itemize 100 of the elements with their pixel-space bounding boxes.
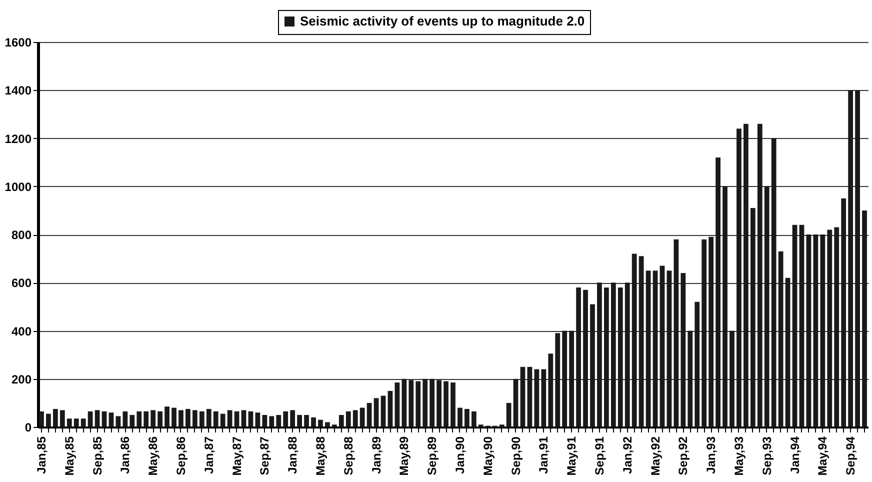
bar [618, 287, 623, 427]
bar [39, 411, 44, 427]
bar [785, 278, 790, 427]
bar [806, 234, 812, 427]
bar [771, 138, 776, 427]
bar [848, 90, 854, 427]
bar [374, 398, 379, 427]
y-tick-label: 1000 [4, 180, 32, 194]
x-tick-label: Sep,90 [508, 436, 523, 476]
bar [576, 287, 581, 427]
bar [178, 410, 184, 427]
bar [318, 420, 323, 427]
x-tick-label: Jan,91 [536, 436, 551, 474]
bar [262, 414, 268, 427]
x-tick-label: Sep,87 [258, 436, 272, 476]
bar [799, 224, 804, 427]
x-tick-label: Sep,88 [341, 436, 356, 476]
bar [464, 408, 470, 427]
bar [352, 410, 358, 427]
bar [325, 422, 330, 427]
bar [88, 411, 93, 427]
bar [186, 408, 190, 427]
bar [283, 411, 288, 427]
bar [346, 411, 351, 427]
bar [680, 273, 686, 427]
bar [813, 234, 818, 427]
x-tick-label: Jan,92 [620, 436, 634, 474]
x-tick-label: Jan,90 [452, 436, 467, 474]
bar [638, 256, 644, 427]
bar [569, 330, 574, 427]
x-tick-label: May,88 [313, 436, 328, 476]
x-tick-label: May,92 [648, 436, 662, 476]
bar [366, 402, 372, 427]
bar [311, 417, 316, 427]
bar [548, 354, 554, 427]
bar [506, 402, 512, 427]
bar [136, 411, 142, 427]
bar [702, 239, 707, 427]
bar [764, 186, 770, 427]
bar [674, 239, 679, 427]
x-tick-label: Sep,91 [592, 436, 606, 476]
bar [206, 408, 212, 427]
bar [227, 410, 232, 427]
bar [430, 378, 435, 427]
bar [102, 411, 107, 427]
bar [688, 330, 693, 427]
bar [60, 410, 65, 427]
bar [199, 411, 204, 427]
bar [862, 210, 867, 427]
y-tick-label: 200 [11, 372, 32, 386]
x-tick-label: Jan,88 [286, 436, 300, 474]
bar [388, 390, 393, 427]
y-tick-label: 400 [11, 324, 32, 338]
x-tick-label: Sep,85 [90, 436, 104, 476]
bar [164, 406, 170, 427]
bar [192, 410, 198, 427]
bar [792, 224, 798, 427]
bar [408, 380, 414, 427]
bar [402, 378, 407, 427]
bar [708, 236, 714, 427]
x-tick-label: May,89 [397, 436, 412, 476]
bar [604, 287, 609, 427]
bar [534, 369, 540, 427]
bar [555, 333, 560, 427]
bar [722, 186, 728, 427]
bar [632, 254, 637, 427]
bar [744, 124, 748, 427]
bar [660, 266, 665, 427]
bar [716, 158, 720, 427]
x-tick-label: Sep,89 [425, 436, 440, 476]
x-tick-label: Jan,94 [788, 436, 802, 474]
bar [116, 416, 121, 427]
y-tick-label: 1400 [4, 84, 32, 98]
x-tick-label: May,86 [146, 436, 160, 476]
bar [694, 302, 700, 427]
bar [841, 198, 846, 427]
bar [108, 412, 114, 427]
x-tick-label: Jan,86 [118, 436, 132, 474]
x-tick-label: Jan,89 [369, 436, 384, 474]
x-tick-label: Sep,94 [844, 436, 858, 476]
bar [52, 408, 58, 427]
bar [422, 378, 428, 427]
x-tick-label: May,94 [816, 436, 830, 476]
y-tick-label: 1600 [4, 36, 32, 50]
x-tick-label: Sep,86 [174, 436, 188, 476]
y-tick-label: 0 [24, 420, 32, 434]
bar [436, 380, 442, 427]
x-tick-label: May,93 [732, 436, 746, 476]
bar [255, 412, 260, 427]
bar [213, 411, 218, 427]
x-tick-label: May,91 [564, 436, 579, 476]
bar [562, 330, 568, 427]
bar [583, 290, 588, 427]
y-tick-label: 600 [11, 276, 32, 290]
bar [750, 208, 756, 427]
bar [80, 418, 86, 427]
legend-label: Seismic activity of events up to magnitude 2.0 [300, 14, 585, 28]
bar [652, 270, 658, 427]
bar [380, 396, 386, 427]
x-tick-label: Jan,85 [34, 436, 48, 474]
